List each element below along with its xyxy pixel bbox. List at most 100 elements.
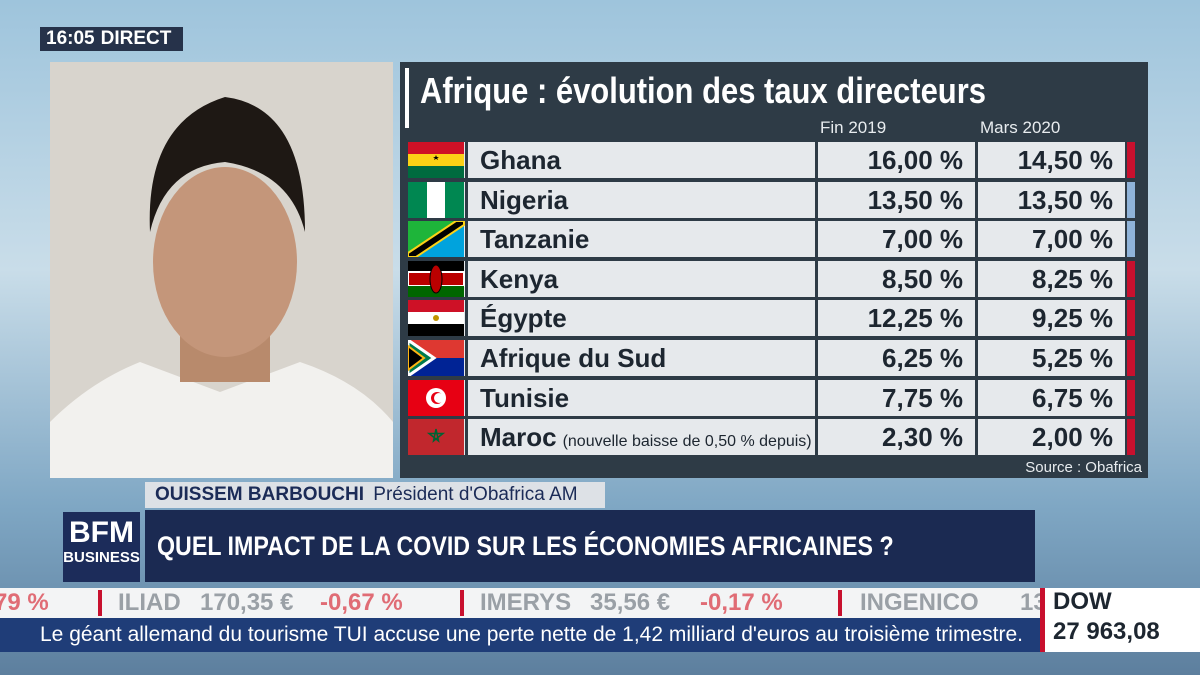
rate-cell: 6,75 % <box>978 379 1125 416</box>
rate-cell: 8,25 % <box>978 260 1125 297</box>
quote-name: INGENICO <box>860 589 979 616</box>
country-name: Kenya <box>480 263 559 294</box>
flag <box>408 142 465 178</box>
flag <box>407 220 465 259</box>
country-name: Ghana <box>480 145 561 175</box>
rate-value: 7,00 % <box>1032 224 1113 255</box>
rate-cell: 5,25 % <box>978 340 1125 376</box>
rate-value: 6,75 % <box>1032 382 1113 413</box>
country-note: (nouvelle baisse de 0,50 % depuis) <box>562 433 812 451</box>
flag <box>408 300 465 337</box>
ticker-separator <box>838 590 842 616</box>
rate-cell: 13,50 % <box>978 181 1125 218</box>
rate-value: 9,25 % <box>1032 303 1113 334</box>
index-name: DOW <box>1053 588 1112 615</box>
country-cell: Maroc (nouvelle baisse de 0,50 % depuis) <box>468 419 815 456</box>
rate-cell: 8,50 % <box>818 260 975 297</box>
flag <box>408 379 465 416</box>
flag <box>406 337 465 379</box>
trend-indicator <box>1127 142 1135 178</box>
quote-price: 170,35 € <box>200 589 294 616</box>
country-name: Tanzanie <box>480 224 590 255</box>
rates-table: Afrique : évolution des taux directeurs … <box>400 62 1148 478</box>
name-strip: OUISSEM BARBOUCHI Président d'Obafrica A… <box>145 482 605 508</box>
country-name: Maroc <box>480 422 557 453</box>
country-cell: Tunisie <box>468 379 815 416</box>
rate-cell: 12,25 % <box>818 300 975 337</box>
rate-cell: 13,50 % <box>818 181 975 218</box>
rate-value: 6,25 % <box>882 343 963 373</box>
country-name: Nigeria <box>480 184 569 215</box>
country-name: Égypte <box>480 303 567 334</box>
quote-price: 35,56 € <box>590 589 671 616</box>
rate-cell: 6,25 % <box>818 340 975 376</box>
flag <box>408 419 465 456</box>
country-cell: Ghana <box>468 142 815 178</box>
rate-cell: 7,75 % <box>818 379 975 416</box>
country-name: Tunisie <box>480 382 570 413</box>
rate-value: 7,00 % <box>882 224 963 255</box>
trend-indicator <box>1127 419 1135 456</box>
live-badge: DIRECT <box>100 28 172 49</box>
country-cell: Tanzanie <box>468 221 815 258</box>
time: 16:05 <box>46 28 95 49</box>
rate-cell: 7,00 % <box>978 221 1125 258</box>
rate-value: 2,00 % <box>1032 422 1113 453</box>
channel-logo: BFM BUSINESS <box>63 512 140 582</box>
logo-text: BUSINESS <box>63 549 140 566</box>
country-name: Afrique du Sud <box>480 343 667 373</box>
trend-indicator <box>1127 181 1135 218</box>
speaker-name: OUISSEM BARBOUCHI <box>155 484 365 505</box>
trend-indicator <box>1127 300 1135 337</box>
table-body: Ghana 16,00 % 14,50 % Nigeria 13,50 % 13,50 %… <box>400 62 1148 478</box>
stock-ticker: 79 % ILIAD 170,35 € -0,67 % IMERYS 35,56 € -0,… <box>0 588 1040 618</box>
rate-value: 12,25 % <box>867 303 963 334</box>
column-header: Mars 2020 <box>980 118 1061 137</box>
headline: QUEL IMPACT DE LA COVID SUR LES ÉCONOMIE… <box>145 510 1035 582</box>
trend-indicator <box>1127 340 1135 376</box>
source: Source : Obafrica <box>1025 459 1142 476</box>
flag <box>407 260 465 297</box>
quote-name: ILIAD <box>118 589 181 616</box>
rate-cell: 14,50 % <box>978 142 1125 178</box>
rate-value: 13,50 % <box>1017 184 1113 215</box>
trend-indicator <box>1127 221 1135 258</box>
ticker-separator <box>460 590 464 616</box>
country-cell: Égypte <box>468 300 815 337</box>
quote-change: 79 % <box>0 589 49 616</box>
rate-value: 14,50 % <box>1017 145 1113 175</box>
rate-value: 16,00 % <box>867 145 963 175</box>
quote-change: -0,17 % <box>700 589 783 616</box>
rate-cell: 2,30 % <box>818 419 975 456</box>
quote-name: IMERYS <box>480 589 572 616</box>
clock: 16:05 DIRECT <box>40 27 184 51</box>
logo-text: BFM <box>69 516 134 549</box>
country-cell: Kenya <box>468 260 815 297</box>
index-value: 27 963,08 <box>1053 618 1160 645</box>
rate-cell: 7,00 % <box>818 221 975 258</box>
quote-change: -0,67 % <box>320 589 403 616</box>
country-cell: Nigeria <box>468 181 815 218</box>
rate-cell: 9,25 % <box>978 300 1125 337</box>
speaker-silhouette <box>50 62 393 478</box>
rate-value: 2,30 % <box>882 422 963 453</box>
quote-price: 137 <box>1020 589 1040 616</box>
rate-value: 8,25 % <box>1032 263 1113 294</box>
rate-cell: 2,00 % <box>978 419 1125 456</box>
title-accent <box>405 68 409 128</box>
news-crawl: Le géant allemand du tourisme TUI accuse… <box>0 618 1040 652</box>
rate-value: 8,50 % <box>882 263 963 294</box>
flag <box>408 181 465 218</box>
column-header: Fin 2019 <box>820 118 887 137</box>
trend-indicator <box>1127 379 1135 416</box>
trend-indicator <box>1127 260 1135 297</box>
country-cell: Afrique du Sud <box>468 340 815 376</box>
ticker-separator <box>98 590 102 616</box>
rate-value: 5,25 % <box>1032 343 1113 373</box>
index-box: DOW 27 963,08 <box>1040 588 1200 652</box>
video-feed <box>50 62 393 478</box>
rate-cell: 16,00 % <box>818 142 975 178</box>
rate-value: 7,75 % <box>882 382 963 413</box>
table-title: Afrique : évolution des taux directeurs <box>420 70 986 111</box>
